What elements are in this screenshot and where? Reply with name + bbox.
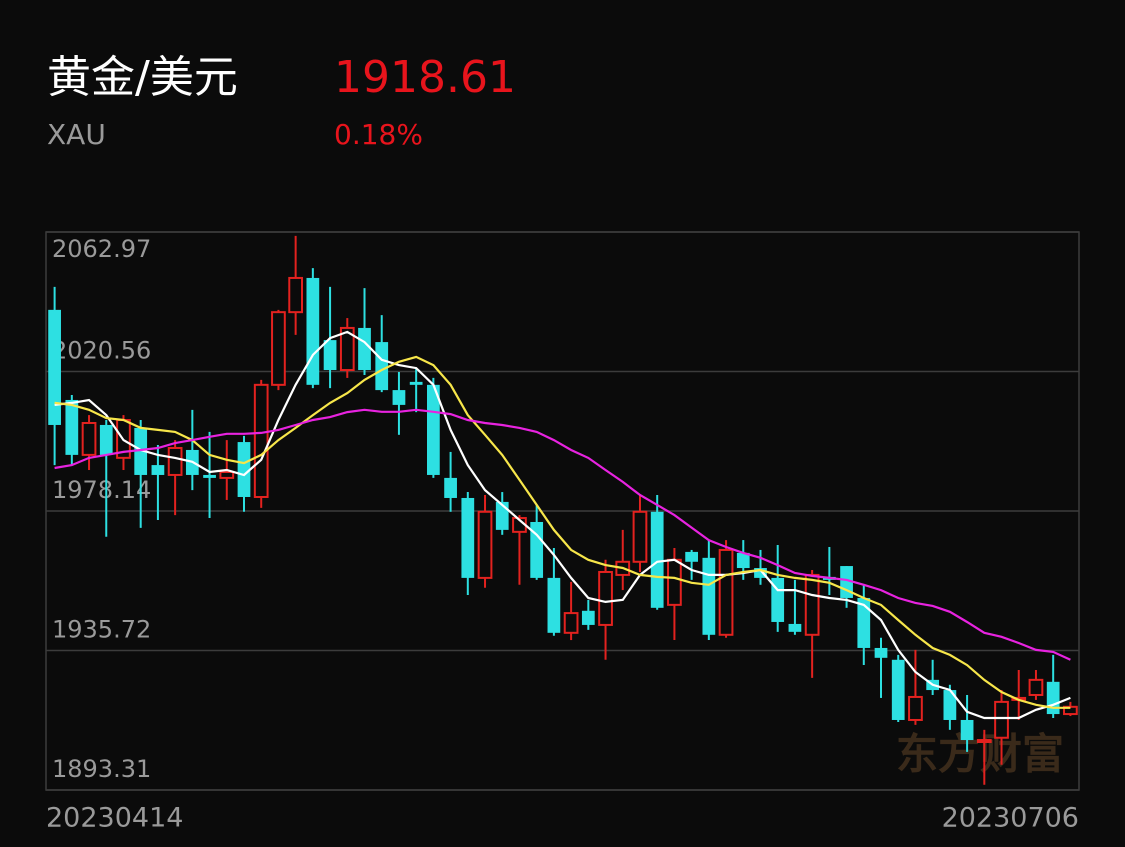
- candle-body: [632, 510, 648, 563]
- watermark: 东方财富: [896, 730, 1064, 779]
- candle-body: [891, 659, 905, 720]
- ma-line: [54, 330, 1071, 720]
- candle-body: [857, 597, 871, 648]
- candle-body: [99, 424, 113, 455]
- candle-body: [685, 551, 698, 562]
- candle-body: [427, 384, 440, 475]
- candle-body: [375, 342, 389, 391]
- candle-body: [48, 309, 61, 425]
- price: 1918.61: [334, 52, 516, 103]
- title: 黄金/美元: [47, 52, 238, 103]
- x-tick-label: 20230414: [46, 803, 183, 834]
- candle-body: [444, 477, 457, 498]
- candle-body: [788, 623, 802, 632]
- candle-body: [81, 421, 97, 456]
- candle-body: [392, 390, 406, 405]
- candle-body: [563, 612, 579, 634]
- y-tick-label: 2020.56: [52, 336, 151, 364]
- candle-body: [477, 510, 493, 579]
- candle-body: [530, 521, 544, 578]
- candle-body: [598, 570, 613, 626]
- candle-body: [323, 340, 337, 371]
- ma-line: [54, 355, 1071, 709]
- candle-body: [134, 427, 148, 475]
- candle-body: [874, 647, 888, 658]
- candle-body: [167, 446, 183, 476]
- candle-body: [203, 474, 216, 478]
- candle-body: [1046, 681, 1060, 715]
- candle-body: [409, 381, 423, 385]
- x-tick-label: 20230706: [942, 803, 1079, 834]
- candle-body: [908, 695, 923, 721]
- candle-body: [1028, 678, 1044, 696]
- candle-body: [976, 739, 992, 744]
- candle-body: [581, 610, 595, 625]
- y-tick-label: 2062.97: [52, 235, 151, 263]
- candle-body: [994, 700, 1009, 739]
- candle-body: [840, 566, 853, 598]
- candle-body: [771, 577, 785, 622]
- candle-body: [253, 383, 269, 498]
- candle-body: [960, 719, 974, 741]
- candle-body: [718, 548, 734, 636]
- candle-body: [65, 399, 79, 455]
- ma-line: [54, 408, 1071, 661]
- candle-body: [288, 276, 304, 314]
- candle-body: [219, 470, 235, 479]
- candle-body: [237, 442, 251, 497]
- y-tick-label: 1978.14: [52, 476, 151, 504]
- candle-body: [358, 327, 371, 371]
- candle-body: [667, 558, 682, 606]
- y-tick-label: 1893.31: [52, 755, 151, 783]
- candle-body: [702, 557, 716, 635]
- candle-body: [339, 326, 355, 372]
- y-tick-label: 1935.72: [52, 616, 151, 644]
- candle-body: [151, 465, 165, 475]
- candle-body: [754, 568, 767, 578]
- candle-body: [547, 577, 561, 633]
- candle-body: [306, 277, 320, 385]
- candle-body: [736, 552, 750, 569]
- candle-body: [943, 690, 957, 720]
- candle-body: [271, 311, 286, 386]
- change: 0.18%: [334, 118, 423, 151]
- candle-body: [461, 497, 475, 578]
- symbol: XAU: [47, 118, 106, 151]
- candle-body: [650, 511, 664, 608]
- candle-body: [804, 573, 820, 636]
